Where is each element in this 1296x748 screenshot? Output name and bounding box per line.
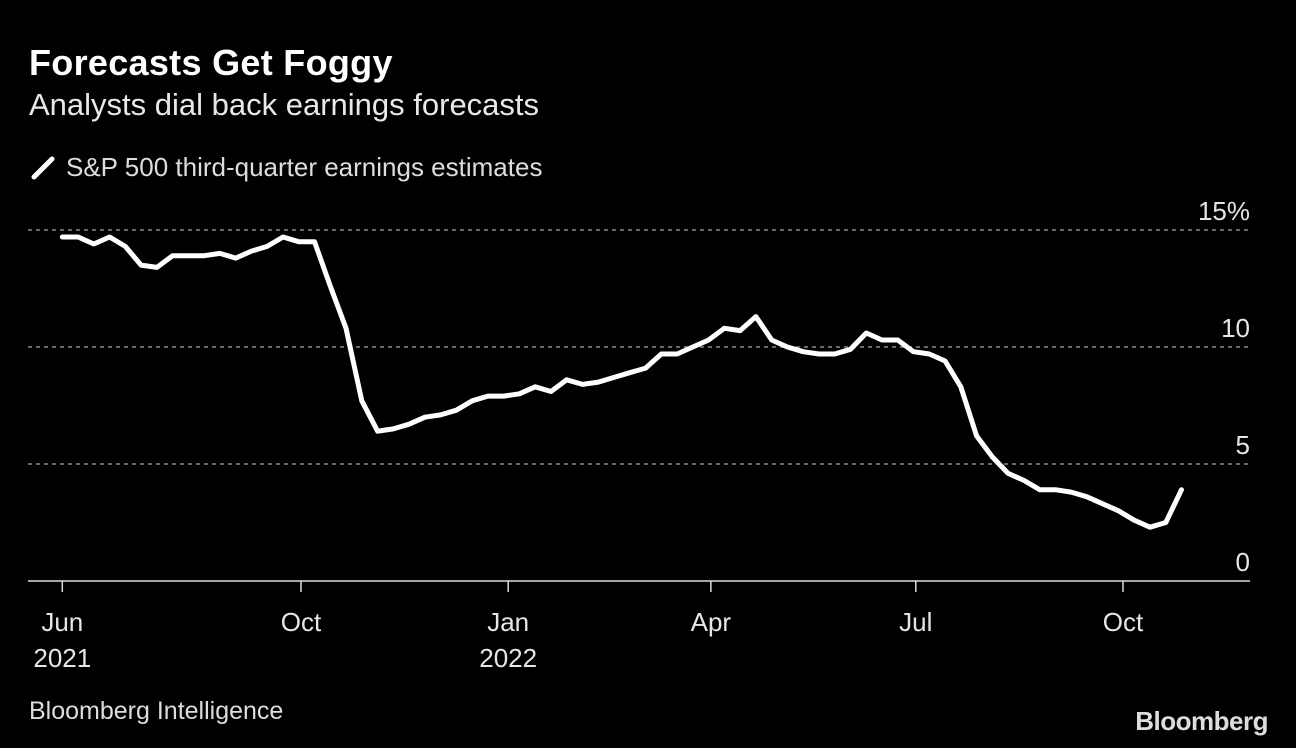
chart-subtitle: Analysts dial back earnings forecasts [29, 87, 540, 122]
x-axis-ticks: Jun 2021 Oct Jan 2022 Apr Jul Oct [33, 581, 1144, 673]
y-tick-label: 10 [1221, 313, 1250, 343]
legend-line-icon [31, 156, 55, 179]
x-tick-label: Jan [487, 607, 529, 637]
data-points [62, 236, 1182, 528]
source-note: Bloomberg Intelligence [29, 697, 284, 725]
y-axis-labels: 0 5 10 15% [1198, 196, 1250, 577]
gridlines [28, 229, 1250, 465]
legend: S&P 500 third-quarter earnings estimates [30, 152, 542, 183]
x-tick-label: Oct [1103, 607, 1144, 637]
x-tick-label: Jun [41, 607, 83, 637]
x-tick-year-label: 2022 [479, 643, 537, 673]
x-tick-label: Apr [691, 607, 732, 637]
x-tick-label: Oct [281, 607, 322, 637]
x-tick-label: Jul [899, 607, 932, 637]
y-tick-label: 0 [1236, 547, 1250, 577]
series-line-sp500-q3-estimates [59, 234, 1184, 530]
chart-title: Forecasts Get Foggy [29, 42, 393, 83]
y-tick-label: 15% [1198, 196, 1250, 226]
legend-label: S&P 500 third-quarter earnings estimates [66, 152, 543, 182]
y-tick-label: 5 [1236, 430, 1250, 460]
bloomberg-logo: Bloomberg [1135, 706, 1268, 736]
x-tick-year-label: 2021 [33, 643, 91, 673]
